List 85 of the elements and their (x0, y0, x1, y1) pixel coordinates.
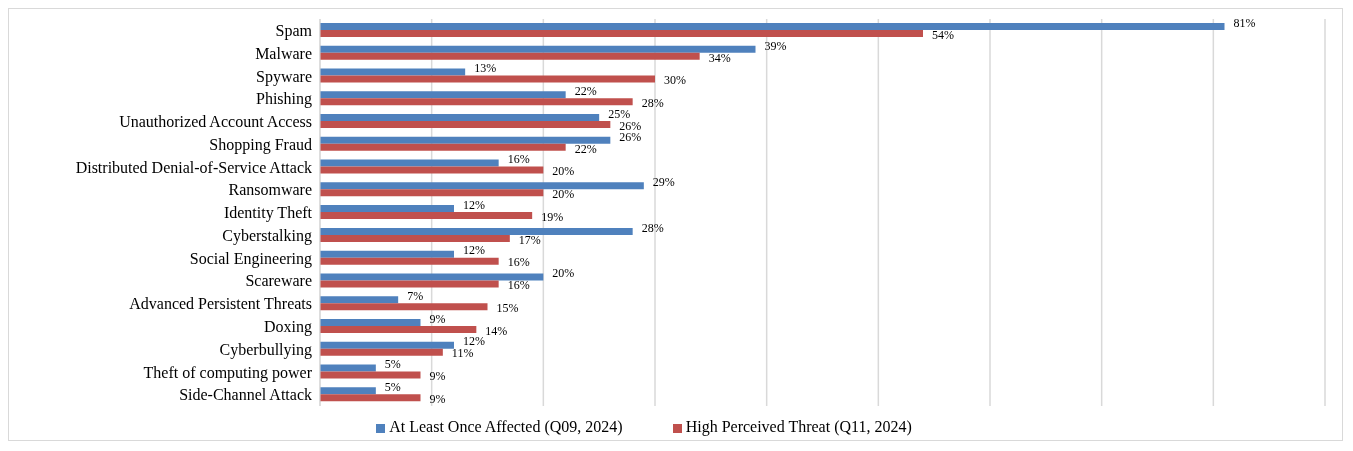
data-label: 39% (764, 38, 787, 53)
bar (320, 75, 655, 83)
data-label: 11% (451, 346, 474, 361)
data-label: 28% (641, 220, 664, 235)
bar (320, 318, 421, 326)
data-label: 7% (407, 288, 424, 303)
legend-label: At Least Once Affected (Q09, 2024) (389, 418, 623, 435)
data-label: 9% (429, 311, 446, 326)
bar (320, 205, 454, 213)
bar (320, 30, 923, 37)
data-label: 5% (384, 357, 401, 372)
legend-label: High Perceived Threat (Q11, 2024) (685, 418, 912, 435)
y-tick-label: Social Engineering (189, 249, 312, 268)
bar (320, 182, 644, 190)
y-tick-label: Ransomware (228, 181, 312, 199)
data-label: 9% (429, 391, 446, 406)
bar (320, 325, 477, 333)
data-label: 20% (552, 266, 575, 281)
bar (320, 166, 544, 174)
bar (320, 280, 499, 288)
y-tick-label: Malware (255, 44, 312, 62)
bar (320, 371, 421, 379)
bar (320, 227, 633, 235)
bar (320, 98, 633, 106)
y-tick-label: Spam (275, 22, 313, 41)
bar (320, 341, 454, 349)
bar (320, 52, 700, 60)
y-tick-label: Cyberstalking (222, 226, 312, 245)
bar (320, 250, 454, 258)
y-tick-label: Spyware (256, 67, 312, 86)
bar (320, 68, 466, 76)
data-label: 16% (507, 278, 530, 293)
bar (320, 23, 1225, 30)
data-label: 15% (496, 300, 519, 315)
bar (320, 364, 376, 372)
data-label: 29% (652, 175, 675, 190)
data-label: 5% (384, 379, 401, 394)
y-tick-label: Doxing (264, 318, 312, 336)
y-tick-label: Unauthorized Account Access (119, 113, 312, 131)
bar (320, 91, 566, 99)
data-label: 22% (574, 141, 597, 156)
data-label: 9% (429, 369, 446, 384)
y-tick-label: Side-Channel Attack (179, 386, 312, 404)
bar (320, 212, 533, 220)
data-label: 16% (507, 255, 530, 270)
y-tick-label: Advanced Persistent Threats (129, 295, 312, 313)
bar (320, 114, 600, 122)
data-label: 30% (664, 73, 686, 88)
data-label: 19% (541, 209, 564, 224)
data-label: 12% (463, 197, 485, 212)
bar (320, 189, 544, 197)
data-label: 20% (552, 187, 575, 202)
data-label: 14% (485, 323, 508, 338)
data-label: 12% (463, 243, 485, 258)
y-tick-label: Theft of computing power (143, 363, 313, 382)
bar (320, 121, 611, 129)
data-label: 25% (608, 106, 631, 121)
bar (320, 394, 421, 402)
y-tick-label: Scareware (245, 272, 312, 290)
data-label: 16% (507, 152, 530, 167)
bar (320, 136, 611, 144)
data-label: 54% (932, 27, 954, 42)
bar (320, 159, 499, 167)
y-tick-label: Shopping Fraud (209, 135, 312, 154)
data-label: 22% (574, 84, 597, 99)
bar (320, 273, 544, 281)
data-label: 12% (463, 334, 485, 349)
y-tick-label: Phishing (255, 90, 312, 109)
bar (320, 45, 756, 53)
bar (320, 234, 510, 242)
data-label: 34% (708, 50, 731, 65)
bar (320, 348, 443, 356)
data-label: 81% (1233, 15, 1256, 30)
bar (320, 143, 566, 151)
y-tick-label: Identity Theft (223, 204, 313, 223)
bar (320, 387, 376, 395)
data-label: 28% (641, 96, 664, 111)
data-label: 13% (474, 61, 497, 76)
bar (320, 296, 399, 304)
y-tick-label: Cyberbullying (219, 340, 312, 359)
data-label: 17% (518, 232, 541, 247)
bar (320, 303, 488, 311)
data-label: 20% (552, 164, 575, 179)
y-tick-label: Distributed Denial-of-Service Attack (75, 158, 312, 176)
bar (320, 257, 499, 265)
